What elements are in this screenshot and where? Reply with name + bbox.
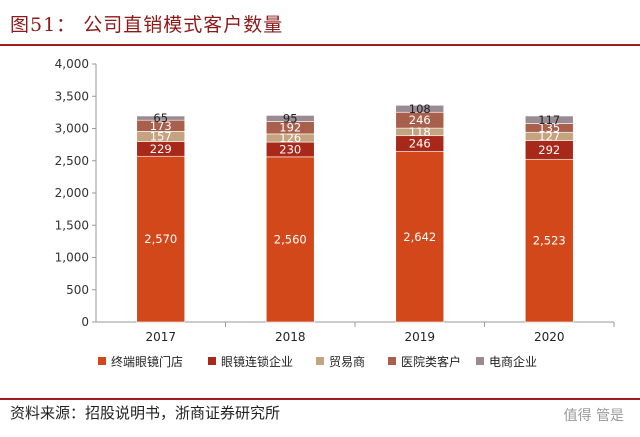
data-label: 229 (150, 142, 172, 156)
y-tick-label: 4,000 (55, 57, 89, 71)
x-tick-label: 2017 (145, 330, 176, 344)
data-label: 246 (409, 113, 431, 127)
data-label: 2,560 (274, 232, 307, 246)
data-label: 108 (409, 102, 431, 116)
legend-swatch (388, 357, 396, 365)
legend-label: 医院类客户 (401, 354, 461, 369)
source-note: 资料来源：招股说明书，浙商证券研究所 (10, 404, 281, 422)
bar-segment (136, 115, 186, 121)
bar-segment (265, 156, 315, 323)
x-tick-label: 2020 (534, 330, 565, 344)
data-label: 135 (538, 121, 560, 135)
data-label: 173 (150, 119, 172, 133)
data-label: 2,642 (403, 230, 436, 244)
bar-segment (524, 115, 574, 124)
legend-swatch (208, 357, 216, 365)
data-label: 2,523 (533, 234, 566, 248)
y-tick-label: 0 (81, 315, 89, 329)
bar-segment (136, 155, 186, 323)
bar-segment (395, 104, 445, 113)
legend-label: 终端眼镜门店 (111, 354, 183, 369)
data-label: 126 (279, 131, 301, 145)
legend: 终端眼镜门店 眼镜连锁企业 贸易商 医院类客户 电商企业 (98, 354, 537, 369)
data-label: 2,570 (144, 232, 177, 246)
bar-segment (395, 151, 445, 323)
source-rule (0, 398, 640, 400)
data-label: 246 (409, 137, 431, 151)
data-label: 117 (538, 113, 560, 127)
chart-title: 图51： 公司直销模式客户数量 (10, 14, 284, 36)
bar-segment (524, 158, 574, 323)
y-tick-label: 1,000 (55, 251, 89, 265)
legend-label: 贸易商 (329, 354, 365, 369)
legend-swatch (98, 357, 106, 365)
data-label: 192 (279, 121, 301, 135)
x-tick-label: 2019 (404, 330, 435, 344)
y-tick-label: 3,500 (55, 89, 89, 103)
y-tick-label: 1,500 (55, 218, 89, 232)
data-label: 118 (409, 125, 431, 139)
title-rule (0, 44, 640, 46)
legend-label: 电商企业 (489, 354, 537, 369)
legend-label: 眼镜连锁企业 (221, 354, 293, 369)
data-label: 157 (150, 129, 172, 143)
axes: 0 500 1,000 1,500 2,000 2,500 3,000 3,500 4,000 2… (55, 57, 615, 344)
y-tick-label: 2,500 (55, 154, 89, 168)
data-label: 230 (279, 142, 301, 156)
bars (136, 104, 574, 323)
data-label: 95 (283, 111, 298, 125)
data-label: 292 (538, 143, 560, 157)
bar-segment (265, 115, 315, 122)
data-label: 127 (538, 129, 560, 143)
y-tick-label: 2,000 (55, 186, 89, 200)
data-label: 65 (153, 111, 168, 125)
y-tick-label: 3,000 (55, 122, 89, 136)
watermark: 值得 管是 (563, 408, 624, 424)
y-tick-label: 500 (66, 283, 89, 297)
legend-swatch (316, 357, 324, 365)
legend-swatch (476, 357, 484, 365)
x-tick-label: 2018 (275, 330, 306, 344)
